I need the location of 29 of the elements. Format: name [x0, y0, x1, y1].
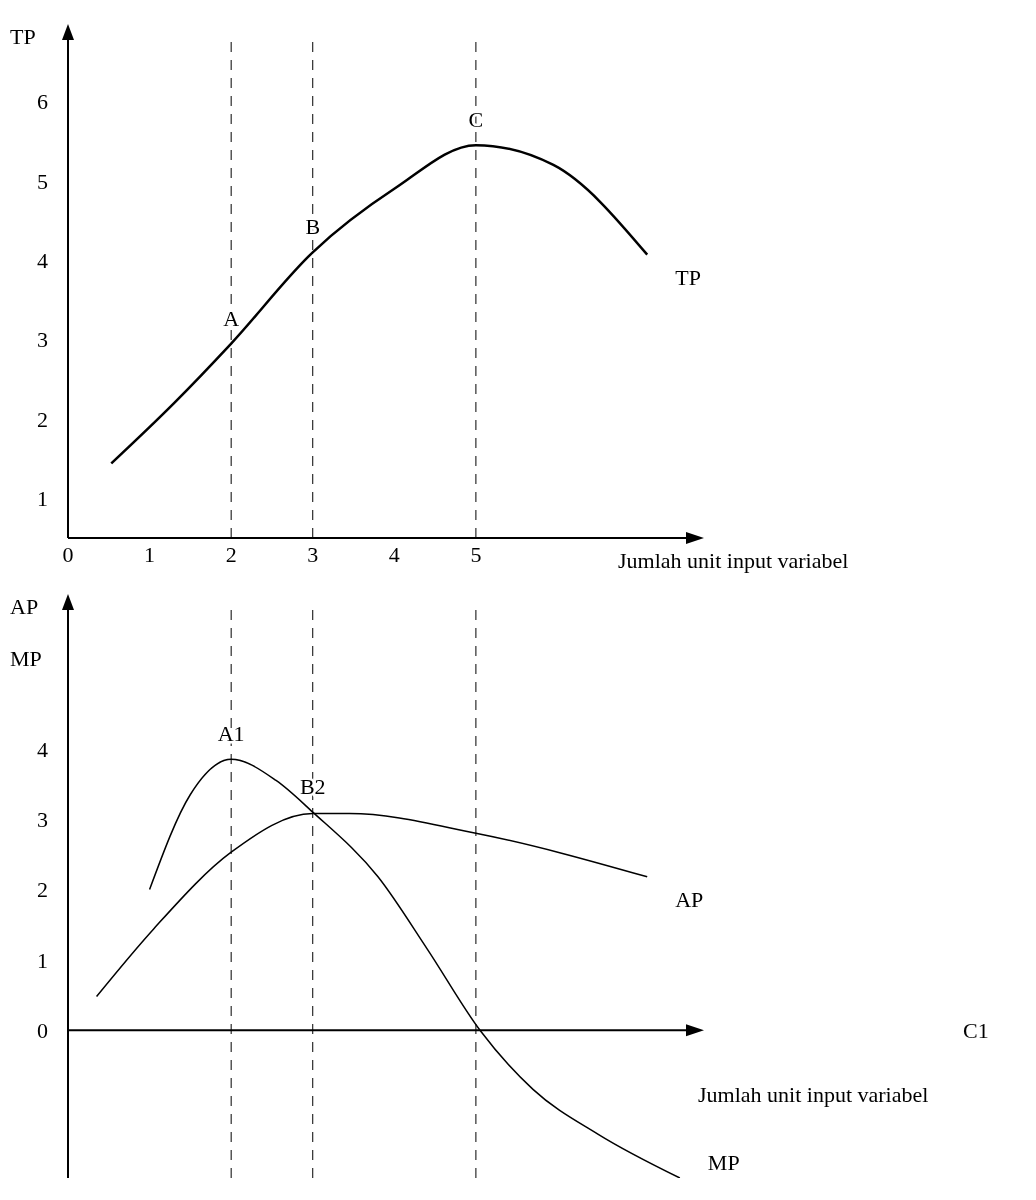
x-tick-label: 0 — [62, 541, 74, 567]
y-axis-title: TP — [10, 24, 36, 49]
y-tick-label: 2 — [37, 877, 48, 903]
x-axis-title: Jumlah unit input variabel — [618, 548, 849, 573]
y-tick-label: 4 — [37, 248, 48, 274]
annotation: B2 — [299, 774, 326, 800]
annotation: A1 — [217, 721, 245, 747]
y-tick-label: 5 — [37, 168, 48, 194]
series-label: MP — [707, 1150, 740, 1175]
y-tick-label: 1 — [37, 486, 48, 512]
text: AP MP — [10, 594, 42, 671]
x-tick-label: 1 — [144, 541, 156, 567]
y-tick-label: 2 — [37, 406, 48, 432]
y-tick-label: 1 — [37, 947, 48, 973]
y-tick-label: 0 — [37, 1018, 48, 1044]
series-label: AP — [675, 886, 704, 912]
x-tick-label: 3 — [307, 541, 319, 567]
x-axis-title: Jumlah unit input variabel — [698, 1082, 929, 1108]
y-tick-label: 4 — [37, 736, 48, 762]
y-tick-label: 3 — [37, 806, 48, 832]
y-tick-label: 3 — [37, 327, 48, 353]
annotation: A — [223, 305, 240, 331]
annotation: C — [468, 107, 484, 133]
x-tick-label: 4 — [388, 541, 400, 567]
y-tick-label: 6 — [37, 89, 48, 115]
series-label: TP — [675, 264, 701, 290]
text: C1 — [963, 1018, 989, 1044]
x-tick-label: 2 — [225, 541, 237, 567]
x-tick-label: 5 — [470, 541, 482, 567]
